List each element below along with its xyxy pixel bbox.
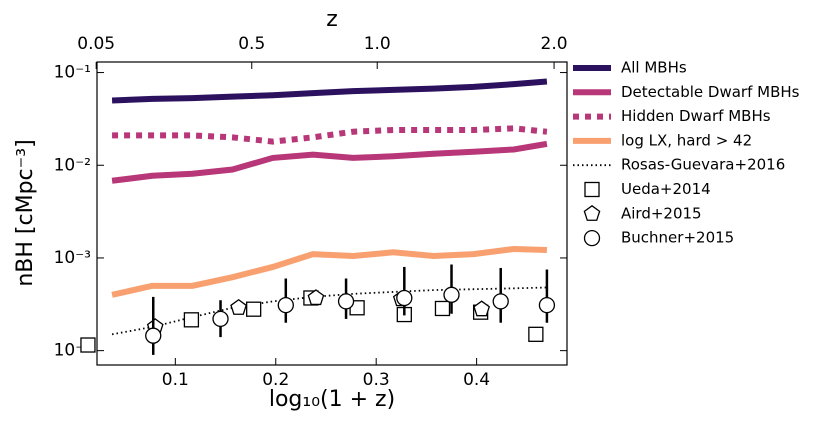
x2-axis-label: z	[326, 7, 338, 32]
series-line	[111, 140, 548, 184]
legend-label: Buchner+2015	[621, 229, 734, 247]
data-point	[443, 286, 460, 303]
legend-label: log LX, hard > 42	[621, 131, 752, 149]
y-tick-label: 10⁻¹	[54, 63, 91, 83]
legend-label: Ueda+2014	[621, 180, 711, 198]
data-point	[212, 310, 229, 328]
x-axis-label: log₁₀(1 + z)	[269, 387, 395, 412]
x2-tick-label: 0.5	[238, 34, 265, 54]
legend-label: Detectable Dwarf MBHs	[621, 83, 800, 101]
y-tick-label: 10⁻²	[54, 155, 91, 175]
data-point	[337, 293, 355, 310]
data-point	[230, 298, 247, 315]
data-point	[80, 337, 96, 353]
x-tick-label: 0.4	[463, 370, 490, 390]
data-point	[145, 327, 162, 344]
data-point	[307, 289, 325, 306]
data-point	[246, 301, 262, 317]
data-point	[396, 289, 413, 307]
data-point	[528, 326, 544, 342]
plot-frame	[96, 61, 568, 366]
data-point	[183, 312, 200, 328]
legend-swatch	[583, 229, 601, 247]
y-tick-label: 10⁻³	[54, 248, 91, 268]
legend-label: Rosas-Guevara+2016	[621, 156, 785, 174]
data-point	[434, 300, 451, 317]
x-tick-label: 0.2	[262, 370, 289, 390]
data-point	[492, 293, 509, 310]
legend-label: Aird+2015	[621, 204, 702, 222]
data-point	[538, 296, 556, 314]
data-point	[473, 300, 491, 317]
series-line	[112, 125, 548, 145]
legend-swatch	[583, 204, 601, 221]
x-tick-label: 0.1	[162, 370, 189, 390]
x-tick-label: 0.3	[363, 370, 390, 390]
data-point	[277, 296, 294, 314]
y-axis-label: nBH [cMpc⁻³]	[13, 139, 38, 286]
legend-label: Hidden Dwarf MBHs	[621, 107, 771, 125]
x2-tick-label: 0.05	[77, 34, 115, 54]
x2-tick-label: 2.0	[541, 34, 568, 54]
series-line	[111, 245, 548, 298]
x2-tick-label: 1.0	[364, 34, 391, 54]
legend-label: All MBHs	[621, 59, 687, 77]
series-line	[111, 78, 548, 104]
legend-swatch	[584, 181, 600, 198]
